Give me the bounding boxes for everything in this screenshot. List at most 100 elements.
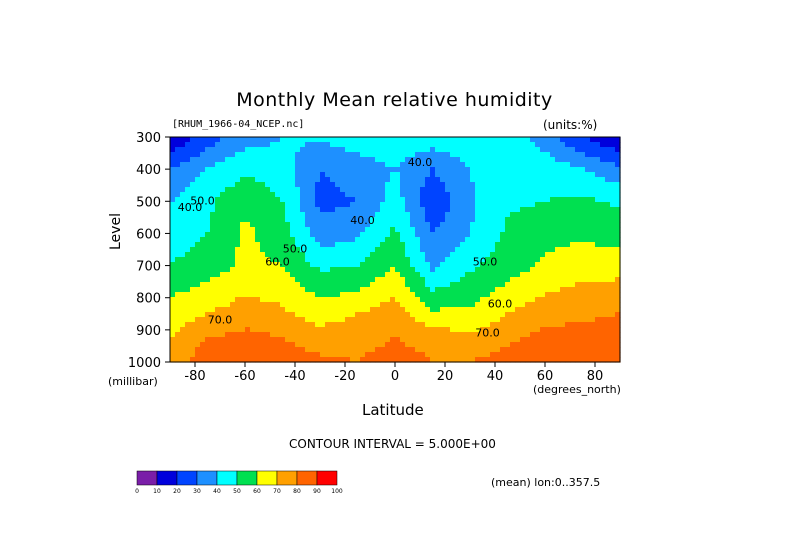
- field-cell: [420, 302, 426, 308]
- field-cell: [365, 247, 371, 253]
- field-cell: [195, 212, 201, 218]
- field-cell: [585, 267, 591, 273]
- field-cell: [175, 332, 181, 338]
- field-cell: [325, 242, 331, 248]
- field-cell: [220, 352, 226, 358]
- field-cell: [505, 202, 511, 208]
- field-cell: [455, 317, 461, 323]
- field-cell: [580, 282, 586, 288]
- field-cell: [410, 262, 416, 268]
- field-cell: [350, 302, 356, 308]
- field-cell: [275, 352, 281, 358]
- field-cell: [605, 227, 611, 233]
- field-cell: [300, 137, 306, 143]
- field-cell: [360, 222, 366, 228]
- field-cell: [240, 322, 246, 328]
- field-cell: [215, 252, 221, 258]
- field-cell: [330, 152, 336, 158]
- field-cell: [170, 227, 176, 233]
- field-cell: [555, 257, 561, 263]
- field-cell: [340, 327, 346, 333]
- field-cell: [240, 222, 246, 228]
- field-cell: [375, 307, 381, 313]
- field-cell: [385, 262, 391, 268]
- field-cell: [195, 157, 201, 163]
- field-cell: [270, 262, 276, 268]
- field-cell: [380, 352, 386, 358]
- field-cell: [210, 287, 216, 293]
- field-cell: [405, 297, 411, 303]
- field-cell: [350, 147, 356, 153]
- field-cell: [285, 322, 291, 328]
- field-cell: [570, 292, 576, 298]
- field-cell: [550, 272, 556, 278]
- field-cell: [205, 287, 211, 293]
- field-cell: [495, 167, 501, 173]
- field-cell: [410, 157, 416, 163]
- field-cell: [295, 292, 301, 298]
- field-cell: [395, 317, 401, 323]
- field-cell: [610, 167, 616, 173]
- field-cell: [380, 272, 386, 278]
- field-cell: [570, 197, 576, 203]
- field-cell: [370, 222, 376, 228]
- field-cell: [215, 182, 221, 188]
- field-cell: [520, 312, 526, 318]
- field-cell: [475, 207, 481, 213]
- field-cell: [580, 242, 586, 248]
- field-cell: [475, 187, 481, 193]
- field-cell: [225, 177, 231, 183]
- field-cell: [540, 242, 546, 248]
- field-cell: [275, 197, 281, 203]
- field-cell: [595, 337, 601, 343]
- field-cell: [235, 322, 241, 328]
- field-cell: [205, 192, 211, 198]
- field-cell: [310, 357, 316, 363]
- field-cell: [345, 287, 351, 293]
- field-cell: [195, 272, 201, 278]
- field-cell: [235, 217, 241, 223]
- field-cell: [350, 182, 356, 188]
- field-cell: [450, 157, 456, 163]
- field-cell: [385, 137, 391, 143]
- field-cell: [475, 157, 481, 163]
- field-cell: [240, 292, 246, 298]
- field-cell: [400, 312, 406, 318]
- field-cell: [525, 177, 531, 183]
- field-cell: [315, 297, 321, 303]
- field-cell: [220, 152, 226, 158]
- field-cell: [205, 177, 211, 183]
- field-cell: [355, 247, 361, 253]
- field-cell: [360, 207, 366, 213]
- field-cell: [460, 337, 466, 343]
- field-cell: [590, 357, 596, 363]
- field-cell: [305, 192, 311, 198]
- field-cell: [240, 197, 246, 203]
- field-cell: [475, 142, 481, 148]
- field-cell: [345, 312, 351, 318]
- field-cell: [490, 237, 496, 243]
- field-cell: [305, 277, 311, 283]
- field-cell: [465, 197, 471, 203]
- field-cell: [315, 237, 321, 243]
- field-cell: [605, 317, 611, 323]
- field-cell: [515, 327, 521, 333]
- field-cell: [200, 137, 206, 143]
- field-cell: [275, 172, 281, 178]
- field-cell: [500, 217, 506, 223]
- field-cell: [490, 322, 496, 328]
- field-cell: [215, 282, 221, 288]
- field-cell: [235, 227, 241, 233]
- field-cell: [185, 177, 191, 183]
- field-cell: [365, 282, 371, 288]
- field-cell: [185, 302, 191, 308]
- field-cell: [535, 262, 541, 268]
- field-cell: [325, 232, 331, 238]
- field-cell: [365, 352, 371, 358]
- field-cell: [500, 312, 506, 318]
- field-cell: [445, 192, 451, 198]
- field-cell: [415, 357, 421, 363]
- field-cell: [465, 212, 471, 218]
- field-cell: [425, 162, 431, 168]
- field-cell: [435, 162, 441, 168]
